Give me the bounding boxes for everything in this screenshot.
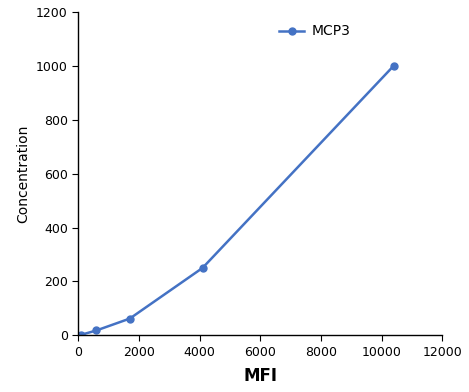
MCP3 (391, 64, 396, 68)
MCP3 (200, 266, 205, 270)
Y-axis label: Concentration: Concentration (16, 124, 30, 223)
MCP3 (93, 328, 99, 333)
X-axis label: MFI: MFI (243, 367, 277, 385)
MCP3 (78, 332, 84, 337)
Line: MCP3: MCP3 (78, 62, 397, 338)
MCP3 (127, 316, 133, 321)
Legend: MCP3: MCP3 (274, 19, 356, 44)
